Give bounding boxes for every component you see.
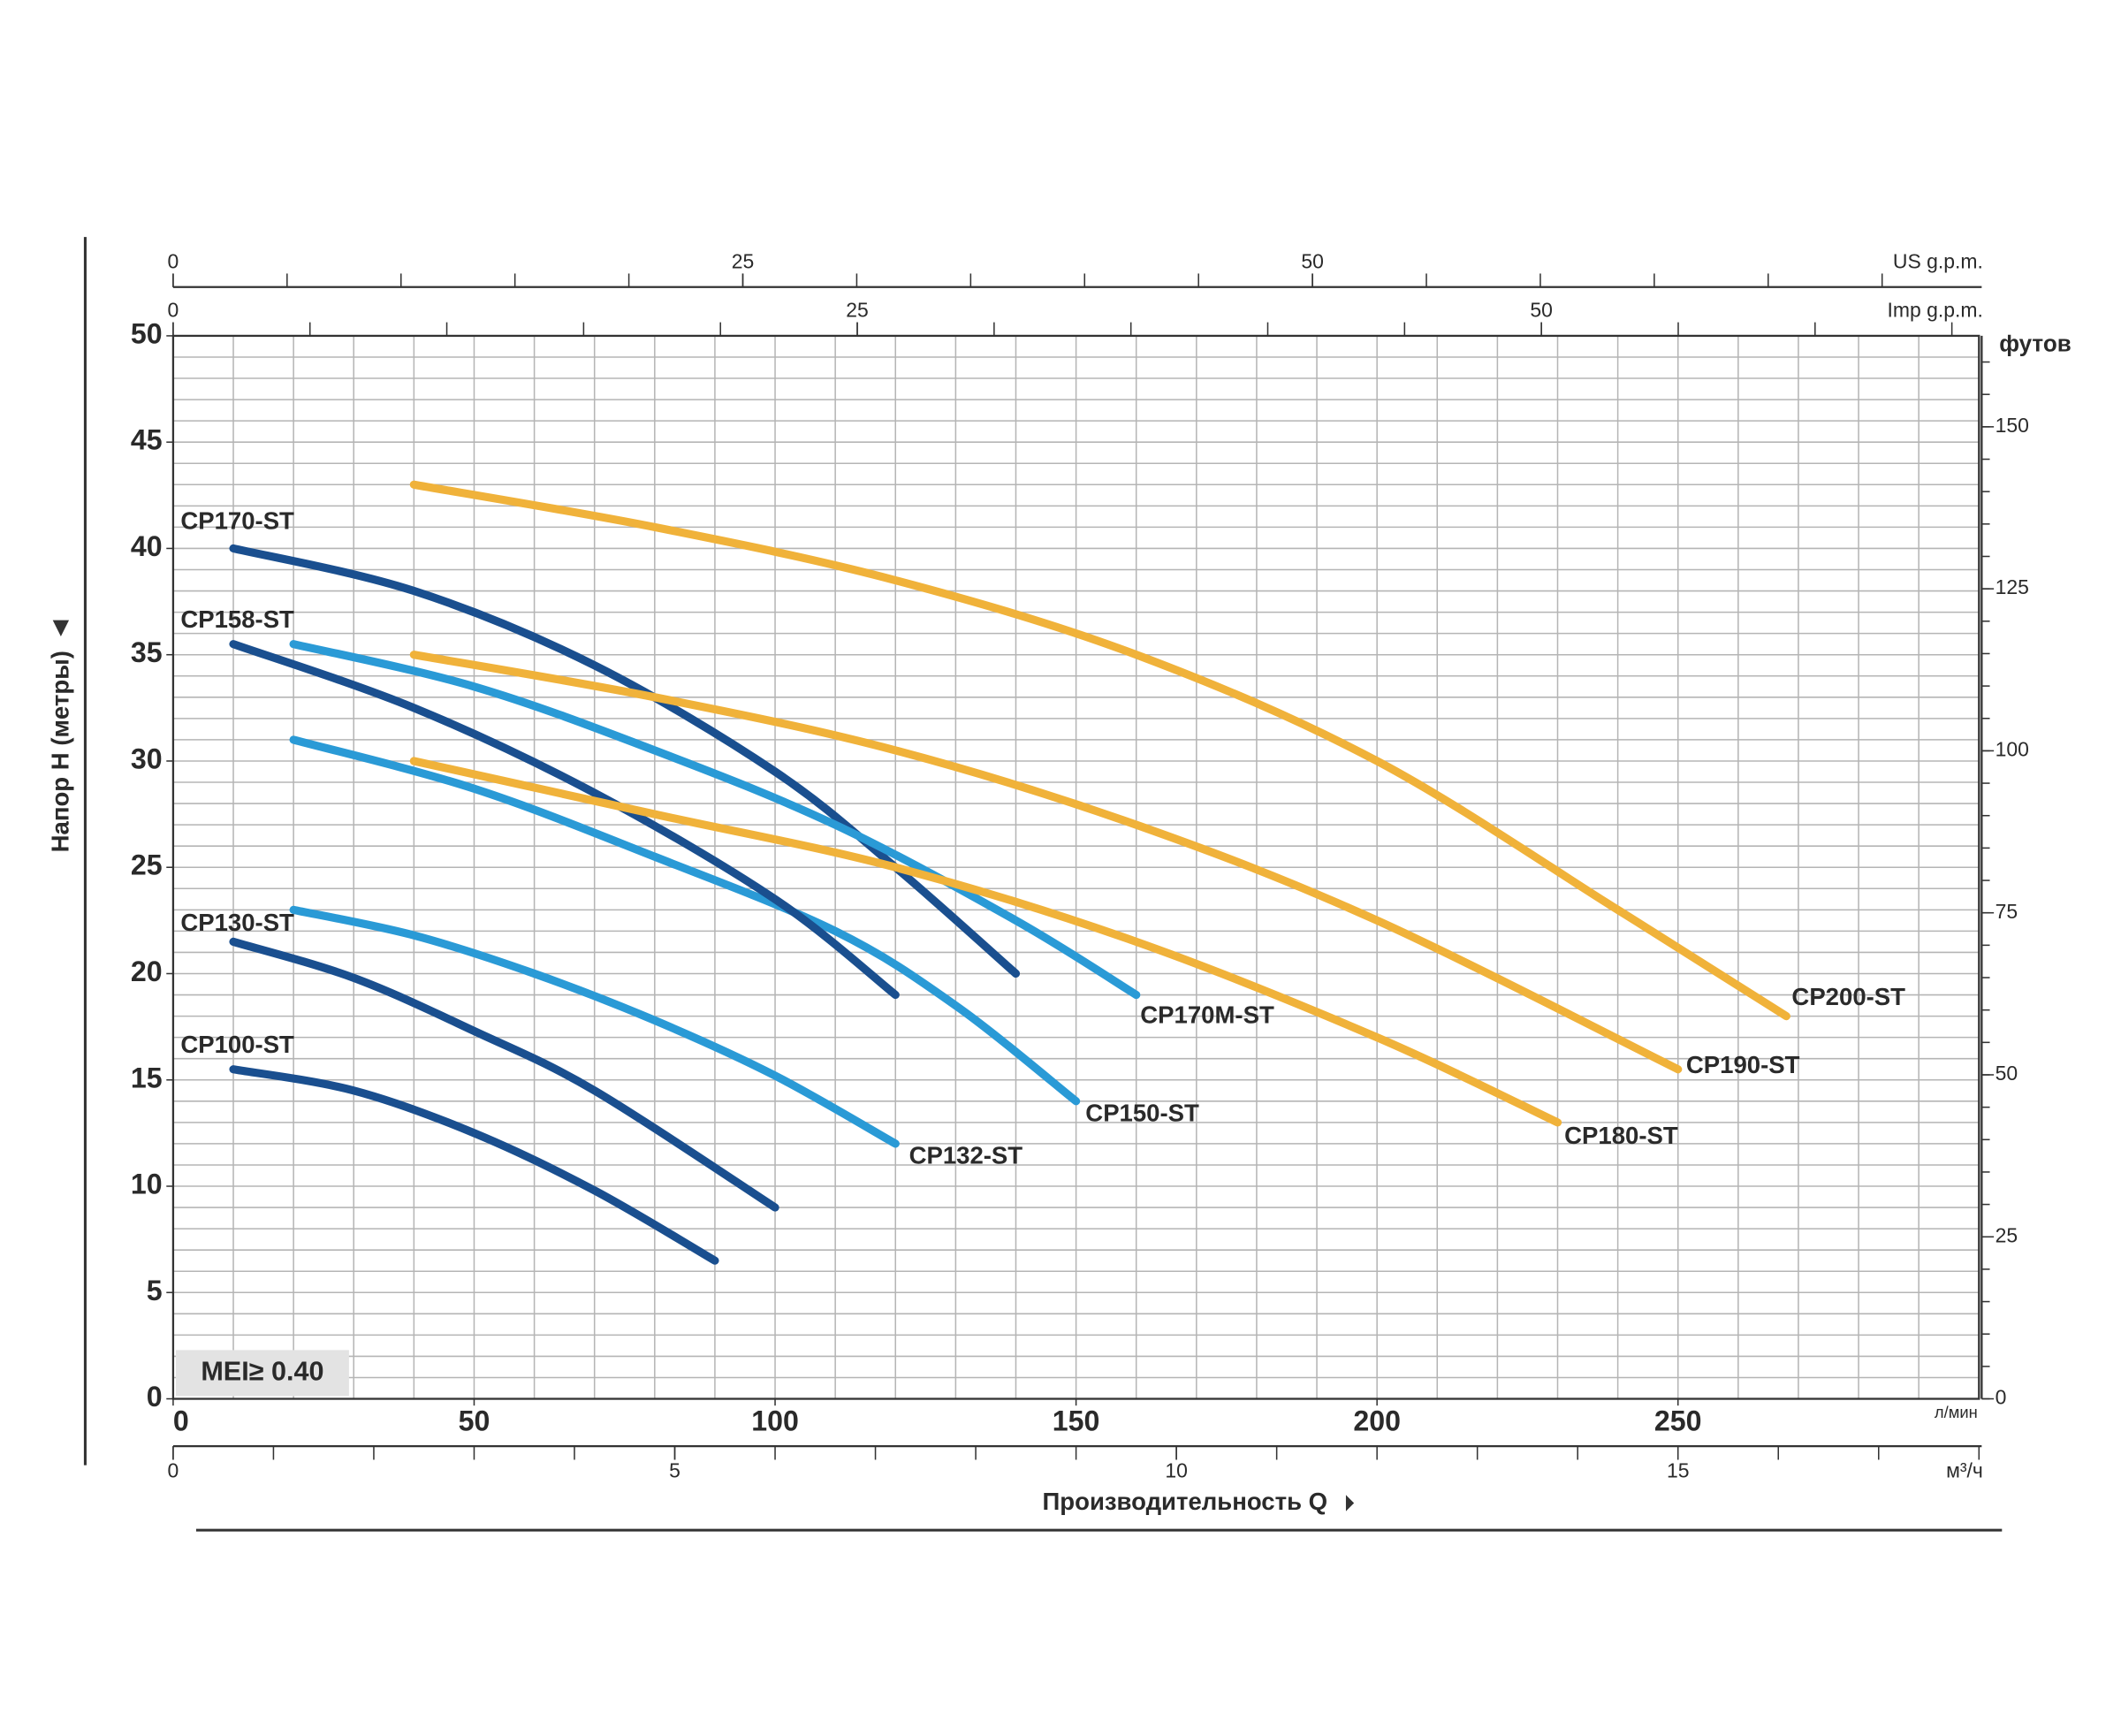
- series-label: CP132-ST: [909, 1142, 1023, 1169]
- annotation: MEI≥ 0.40: [201, 1357, 323, 1387]
- y-tick-label: 35: [131, 636, 163, 668]
- tick-label: 25: [1996, 1223, 2018, 1246]
- y-tick-label: 5: [147, 1275, 163, 1306]
- y-tick-label: 30: [131, 742, 163, 774]
- curve: [289, 735, 1081, 1106]
- x-tick-label: 150: [1053, 1405, 1100, 1437]
- series-label: CP100-ST: [180, 1031, 294, 1058]
- series-label: CP200-ST: [1791, 983, 1905, 1010]
- tick-label: 0: [168, 1458, 179, 1481]
- axis-unit: футов: [1999, 331, 2071, 357]
- series-label: CP190-ST: [1686, 1051, 1800, 1078]
- y-tick-label: 45: [131, 424, 163, 456]
- x-tick-label: 200: [1353, 1405, 1401, 1437]
- curve: [409, 757, 1562, 1127]
- y-tick-label: 20: [131, 956, 163, 987]
- y-tick-label: 25: [131, 849, 163, 881]
- curve: [229, 544, 1021, 978]
- tick-label: 0: [1996, 1386, 2007, 1409]
- y-tick-label: 15: [131, 1062, 163, 1093]
- y-tick-label: 10: [131, 1169, 163, 1200]
- tick-label: 125: [1996, 575, 2029, 598]
- curve: [229, 937, 779, 1212]
- x-axis-label: Производительность Q: [1043, 1488, 1328, 1515]
- tick-label: 5: [669, 1458, 680, 1481]
- x-tick-label: 50: [459, 1405, 490, 1437]
- annotation-box: [175, 1350, 349, 1397]
- curve: [289, 905, 900, 1148]
- tick-label: 150: [1996, 414, 2029, 437]
- series-label: CP170-ST: [180, 507, 294, 535]
- axis-unit: м³/ч: [1946, 1458, 1983, 1481]
- series-label: CP158-ST: [180, 605, 294, 633]
- tick-label: 50: [1530, 298, 1553, 321]
- x-unit: л/мин: [1935, 1403, 1978, 1421]
- tick-label: 75: [1996, 900, 2018, 923]
- tick-label: 50: [1301, 249, 1324, 272]
- series-label: CP170M-ST: [1140, 1001, 1274, 1028]
- series-label: CP150-ST: [1085, 1099, 1199, 1126]
- axis-unit: US g.p.m.: [1893, 249, 1983, 272]
- x-tick-label: 0: [173, 1405, 189, 1437]
- x-tick-label: 100: [751, 1405, 799, 1437]
- tick-label: 25: [732, 249, 755, 272]
- y-tick-label: 40: [131, 530, 163, 562]
- tick-label: 15: [1667, 1458, 1690, 1481]
- y-axis-label: Напор H (метры): [47, 651, 74, 852]
- axis-unit: Imp g.p.m.: [1887, 298, 1982, 321]
- tick-label: 50: [1996, 1062, 2018, 1085]
- x-tick-label: 250: [1654, 1405, 1702, 1437]
- series-label: CP130-ST: [180, 909, 294, 936]
- arrow: [1345, 1495, 1355, 1511]
- curve: [289, 640, 1141, 1000]
- curve: [229, 640, 900, 1000]
- curve: [229, 1065, 719, 1265]
- curve: [409, 480, 1790, 1021]
- tick-label: 0: [168, 298, 179, 321]
- tick-label: 25: [846, 298, 869, 321]
- arrow: [52, 620, 70, 637]
- tick-label: 0: [168, 249, 179, 272]
- curve: [409, 651, 1683, 1074]
- y-tick-label: 50: [131, 317, 163, 349]
- tick-label: 100: [1996, 737, 2029, 760]
- plot: CP100-ST CP130-ST CP132-ST CP150-ST CP158-ST…: [180, 480, 1905, 1265]
- series-label: CP180-ST: [1564, 1122, 1678, 1149]
- y-tick-label: 0: [147, 1381, 163, 1412]
- grid: [172, 335, 1980, 1400]
- tick-label: 10: [1165, 1458, 1188, 1481]
